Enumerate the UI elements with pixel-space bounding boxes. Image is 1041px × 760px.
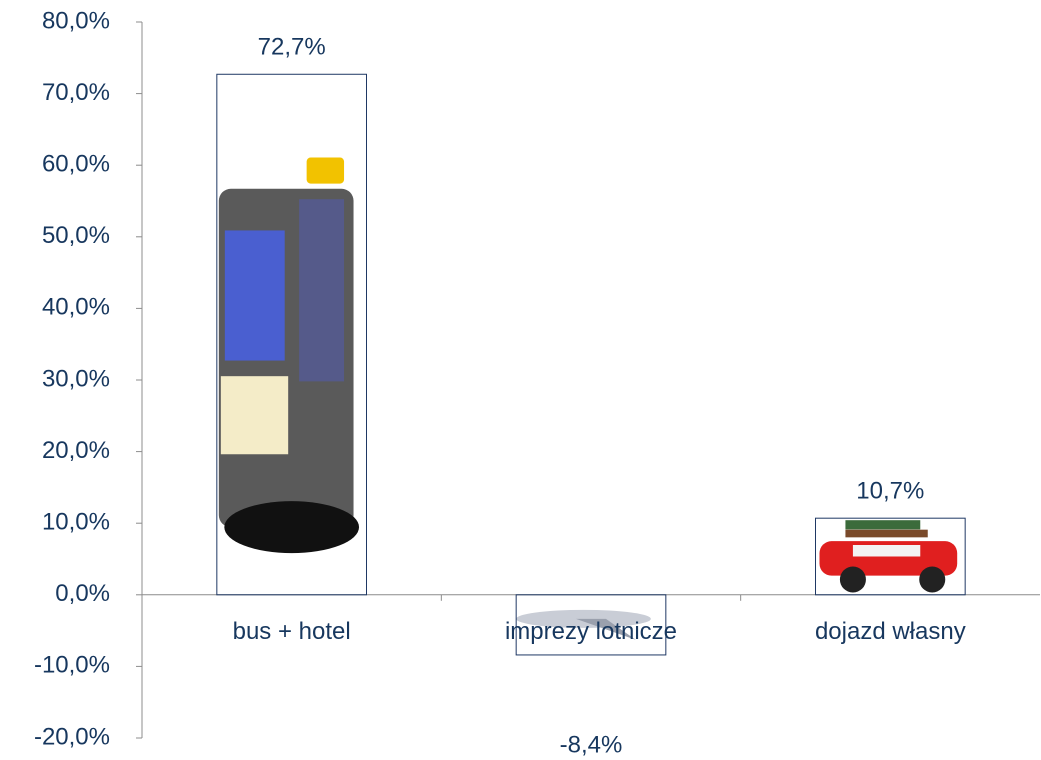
bar-picture xyxy=(845,520,921,530)
bar-picture xyxy=(306,157,345,184)
bar-picture xyxy=(299,199,345,382)
y-tick-label: 40,0% xyxy=(42,294,110,321)
y-tick-label: 20,0% xyxy=(42,437,110,464)
bar-picture xyxy=(576,618,636,640)
y-tick-label: 0,0% xyxy=(55,580,110,607)
value-label: 72,7% xyxy=(258,34,326,61)
bar-picture xyxy=(919,566,946,593)
y-tick-label: -20,0% xyxy=(34,723,110,750)
value-label: 10,7% xyxy=(856,478,924,505)
x-tick-label: dojazd własny xyxy=(815,618,966,645)
y-tick-label: 80,0% xyxy=(42,7,110,34)
bar-picture xyxy=(224,501,360,554)
y-tick-label: 60,0% xyxy=(42,151,110,178)
value-label: -8,4% xyxy=(560,731,623,758)
bar xyxy=(515,594,667,656)
x-tick-label: bus + hotel xyxy=(233,618,351,645)
bar-picture xyxy=(220,376,289,455)
bar-picture xyxy=(224,230,285,361)
bar xyxy=(216,73,367,596)
y-tick-label: 30,0% xyxy=(42,365,110,392)
y-tick-label: 50,0% xyxy=(42,222,110,249)
bar-picture xyxy=(839,566,866,593)
bar xyxy=(815,517,966,596)
bar-picture xyxy=(845,529,928,538)
x-tick-label: imprezy lotnicze xyxy=(505,618,677,645)
bar-picture xyxy=(852,545,921,557)
y-tick-label: -10,0% xyxy=(34,652,110,679)
y-tick-label: 10,0% xyxy=(42,509,110,536)
y-tick-label: 70,0% xyxy=(42,79,110,106)
